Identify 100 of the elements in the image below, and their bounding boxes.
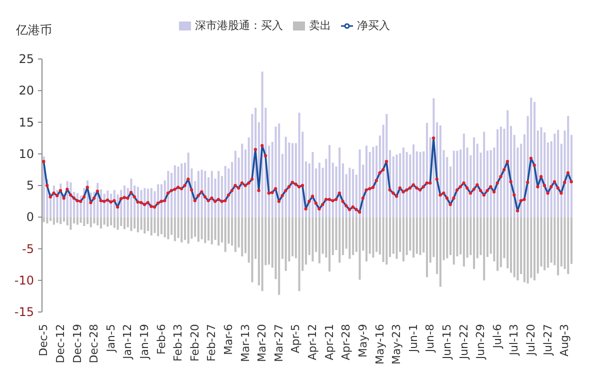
x-tick-label: Mar-6: [222, 324, 236, 356]
bar: [90, 217, 92, 228]
bar: [372, 146, 374, 218]
bar: [328, 145, 331, 218]
x-tick-label: Jul-20: [524, 324, 538, 356]
bar: [348, 168, 351, 218]
bar: [224, 166, 226, 218]
bar: [218, 217, 220, 246]
bar: [174, 165, 176, 218]
bar: [130, 217, 132, 232]
bar: [452, 150, 455, 218]
bar: [402, 148, 404, 218]
bar: [365, 146, 368, 218]
bar: [557, 130, 560, 218]
x-tick-label: Mar-13: [238, 324, 252, 362]
bar: [103, 217, 106, 225]
bar: [358, 217, 361, 280]
bar: [251, 217, 254, 282]
bar: [150, 217, 152, 236]
bar: [500, 126, 502, 218]
bar: [174, 217, 176, 242]
x-tick-label: Jul-13: [508, 324, 521, 356]
bar: [80, 217, 82, 223]
bar: [483, 217, 486, 280]
bar: [124, 186, 126, 218]
bar: [312, 152, 314, 218]
bar: [261, 217, 264, 292]
bar: [318, 217, 320, 264]
bar: [278, 124, 280, 218]
bar: [124, 217, 126, 230]
bar: [76, 217, 78, 225]
bar: [164, 217, 166, 238]
bar: [144, 217, 146, 234]
y-tick-label: -5: [22, 242, 34, 256]
bar: [126, 217, 129, 228]
bar: [278, 217, 280, 295]
bar: [386, 114, 388, 218]
bar: [348, 217, 351, 259]
legend-label: 卖出: [309, 19, 331, 32]
bar: [544, 217, 546, 270]
bar: [462, 134, 465, 218]
bar: [284, 136, 287, 218]
bar: [208, 217, 210, 241]
legend-label: 深市港股通：买入: [195, 19, 283, 32]
bar: [200, 217, 203, 240]
bar: [510, 217, 512, 273]
bar: [210, 217, 213, 244]
bar: [136, 217, 139, 232]
bar: [402, 217, 404, 262]
bar: [352, 169, 354, 218]
x-tick-label: Aug-3: [558, 324, 572, 356]
y-tick-label: -10: [14, 273, 34, 288]
bar: [110, 217, 112, 226]
bar: [157, 217, 160, 236]
bar: [396, 217, 398, 259]
y-axis-title: 亿港币: [16, 22, 52, 39]
bar: [406, 152, 408, 218]
x-tick-label: Mar-20: [256, 324, 269, 362]
bar: [530, 98, 532, 218]
bar: [523, 217, 526, 282]
bar: [416, 217, 418, 254]
x-tick-label: Feb-13: [172, 324, 185, 362]
bar: [234, 217, 236, 252]
bar: [312, 217, 314, 262]
bar: [284, 217, 287, 271]
bar: [338, 148, 341, 218]
x-tick-label: Jan-5: [104, 324, 118, 353]
x-tick-label: Apr-28: [340, 324, 353, 360]
bar: [52, 186, 55, 218]
y-tick-label: 15: [18, 115, 34, 130]
x-tick-label: Jun-15: [440, 324, 454, 360]
x-tick-label: Apr-21: [322, 324, 336, 360]
x-tick-label: Jun-8: [424, 324, 437, 354]
bar: [446, 217, 448, 258]
bar: [197, 170, 200, 218]
bar: [513, 217, 516, 278]
bar: [113, 217, 116, 228]
bar: [52, 217, 55, 225]
bar: [167, 217, 170, 240]
bar: [516, 217, 519, 280]
bar: [93, 217, 96, 224]
bar: [100, 217, 102, 229]
bar: [382, 217, 384, 262]
bar: [241, 217, 244, 256]
bar: [200, 170, 203, 218]
x-tick-label: Jun-1: [406, 324, 420, 354]
bar: [116, 217, 119, 230]
x-tick-label: Apr-12: [306, 324, 320, 360]
bar: [154, 217, 156, 233]
y-tick-label: 25: [18, 52, 34, 66]
bar: [60, 217, 62, 224]
x-tick-label: May-9: [356, 324, 370, 358]
bar: [298, 112, 300, 218]
bar: [197, 217, 200, 242]
bar: [473, 137, 476, 218]
bar: [386, 217, 388, 265]
bar: [83, 217, 86, 226]
bar: [419, 152, 422, 218]
bar: [412, 217, 415, 258]
bar: [42, 217, 45, 222]
